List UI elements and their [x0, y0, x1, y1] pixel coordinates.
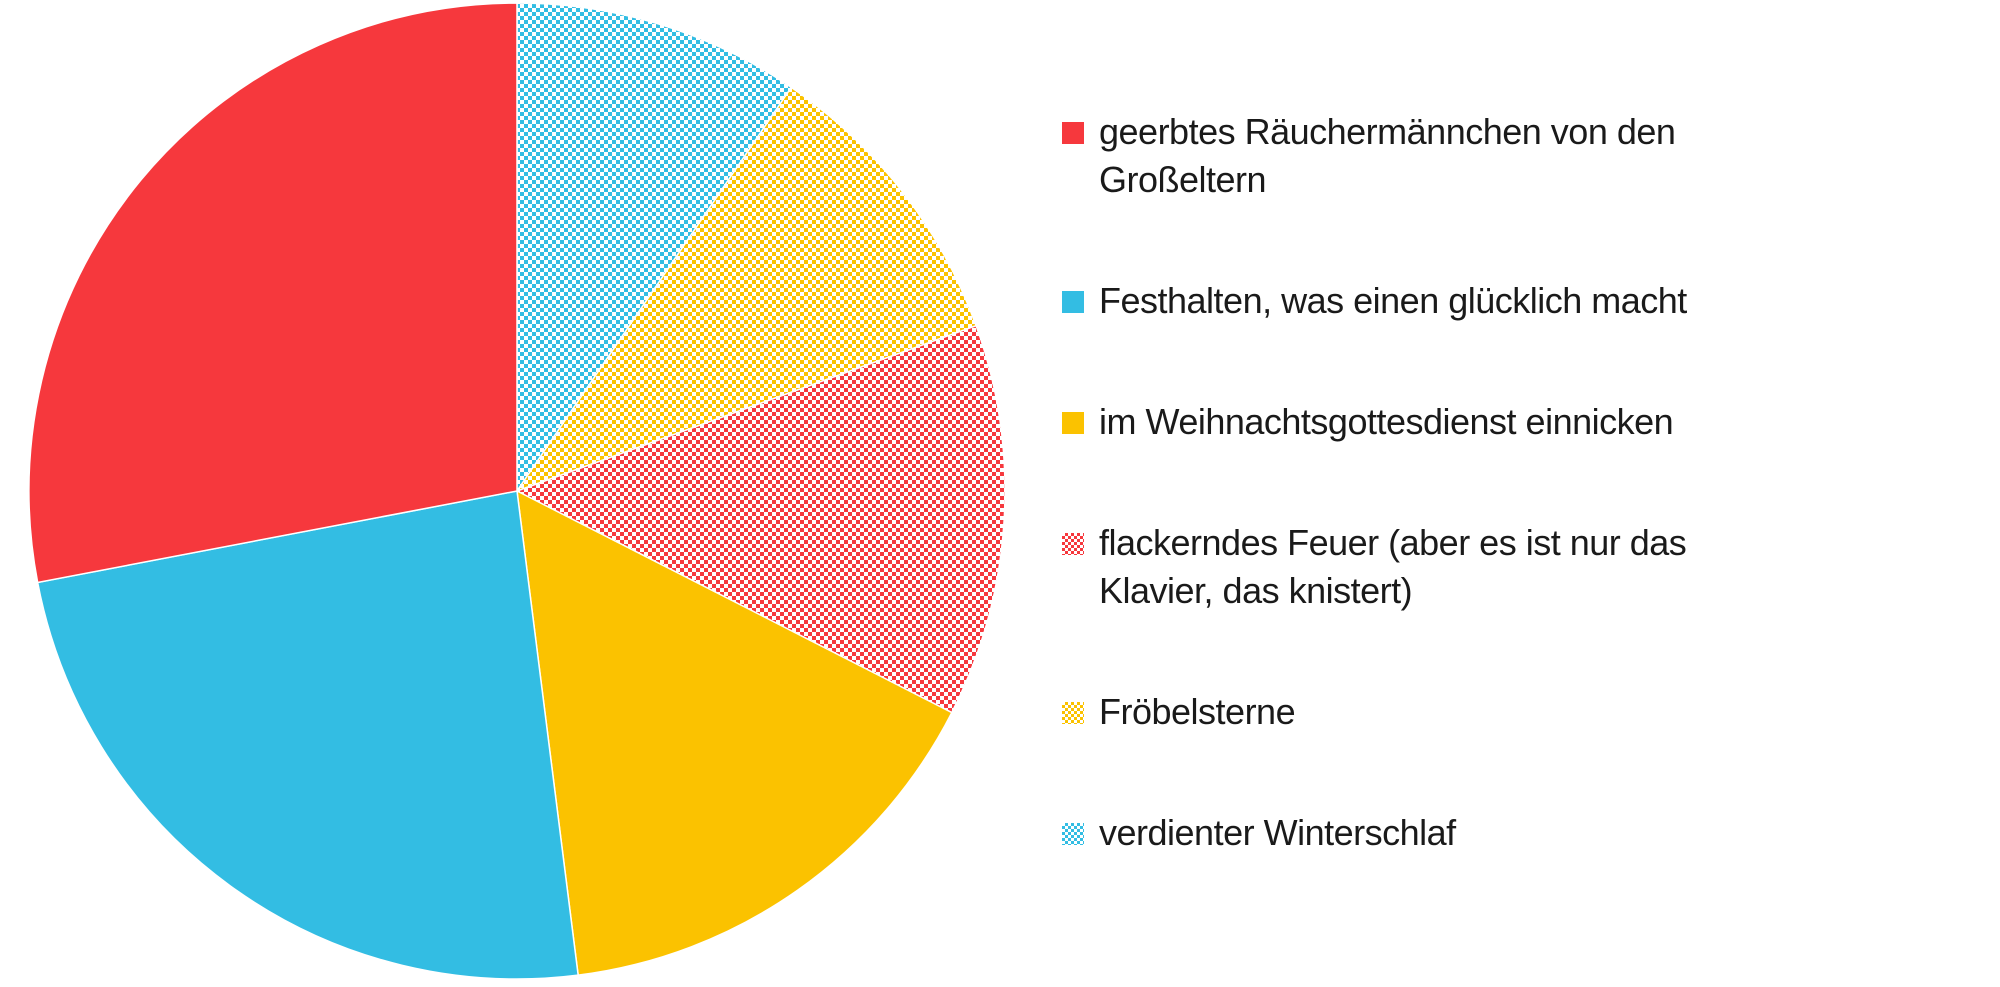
legend-item: Festhalten, was einen glücklich macht: [1062, 277, 1762, 325]
legend-label: flackerndes Feuer (aber es ist nur das K…: [1099, 522, 1687, 611]
legend-item: geerbtes Räuchermännchen von den Großelt…: [1062, 108, 1762, 204]
legend-item: im Weihnachtsgottesdienst einnicken: [1062, 398, 1762, 446]
pie-slice: [516, 489, 953, 976]
legend-label: Fröbelsterne: [1099, 691, 1296, 732]
legend: geerbtes Räuchermännchen von den Großelt…: [1062, 108, 1762, 857]
legend-label: verdienter Winterschlaf: [1099, 812, 1456, 853]
legend-swatch: [1062, 823, 1084, 845]
pie-slice: [28, 2, 518, 584]
pie-slices: [28, 2, 1006, 980]
pie-slice: [515, 86, 978, 493]
legend-label: Festhalten, was einen glücklich macht: [1099, 280, 1687, 321]
pie-slice: [516, 2, 793, 494]
legend-swatch: [1062, 702, 1084, 724]
legend-swatch: [1062, 412, 1084, 434]
legend-label: im Weihnachtsgottesdienst einnicken: [1099, 401, 1674, 442]
pie-slice: [515, 324, 1006, 714]
legend-swatch: [1062, 122, 1084, 144]
legend-swatch: [1062, 291, 1084, 313]
pie-slice: [36, 490, 579, 980]
legend-item: Fröbelsterne: [1062, 688, 1762, 736]
legend-item: verdienter Winterschlaf: [1062, 809, 1762, 857]
legend-item: flackerndes Feuer (aber es ist nur das K…: [1062, 519, 1762, 615]
legend-swatch: [1062, 533, 1084, 555]
legend-label: geerbtes Räuchermännchen von den Großelt…: [1099, 111, 1676, 200]
